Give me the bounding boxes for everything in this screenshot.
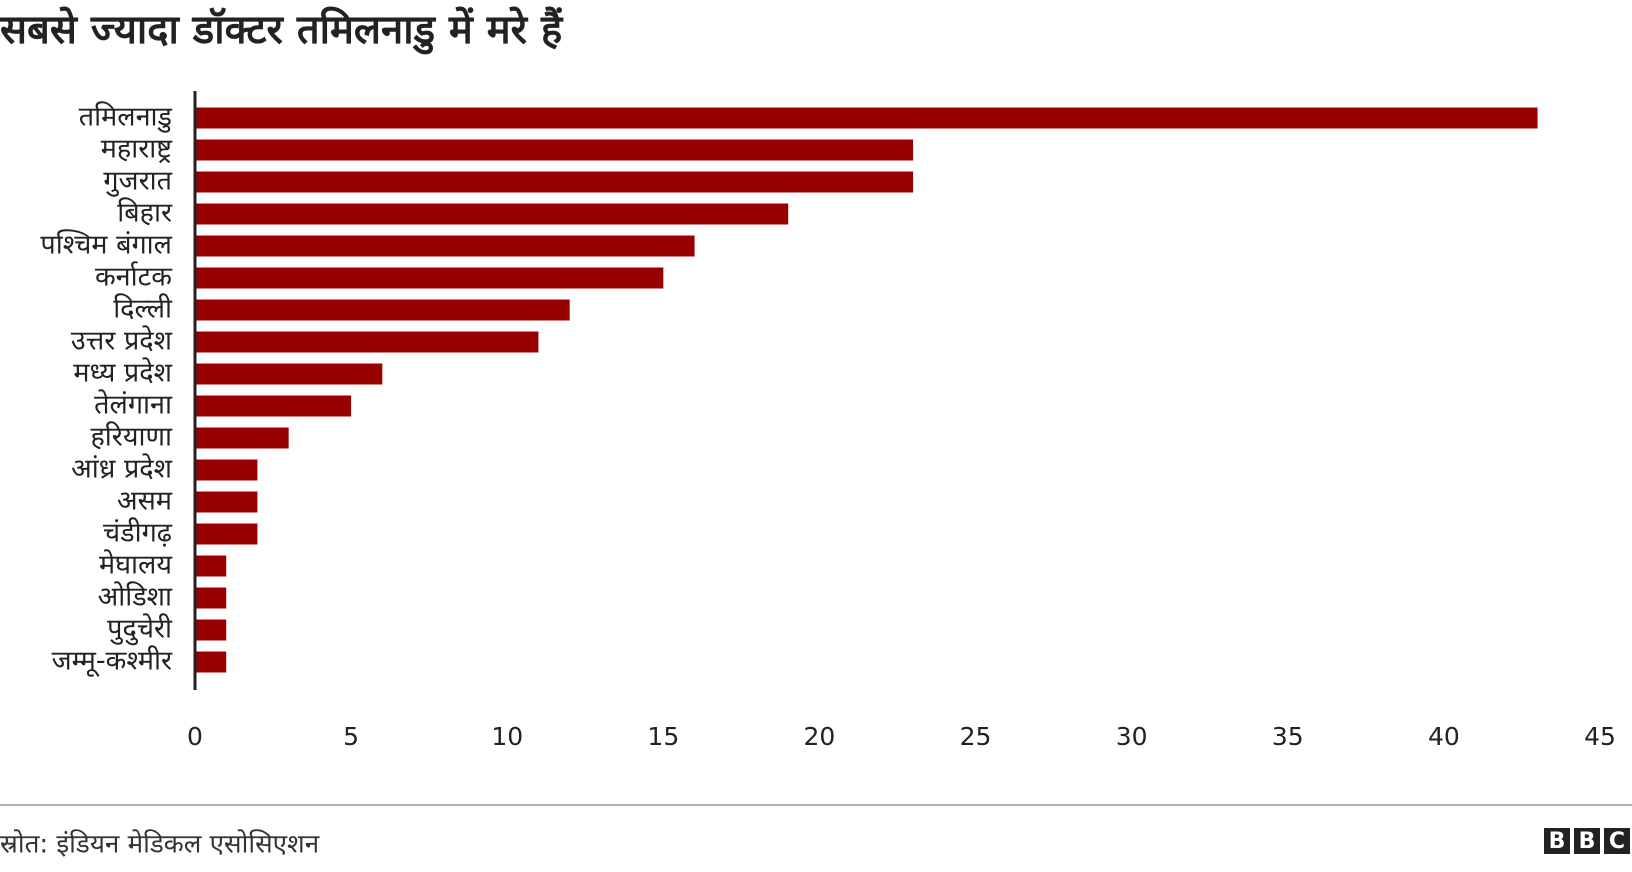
bar: [195, 331, 539, 353]
logo-box: [1604, 828, 1630, 854]
bar: [195, 299, 570, 321]
bar: [195, 203, 789, 225]
x-tick-label: 5: [343, 722, 359, 751]
logo-box: [1574, 828, 1600, 854]
x-tick-label: 35: [1272, 722, 1304, 751]
y-tick-label: गुजरात: [103, 166, 172, 198]
x-tick-label: 45: [1584, 722, 1616, 751]
logo: [1544, 828, 1630, 854]
bar: [195, 651, 227, 673]
bar: [195, 395, 352, 417]
y-tick-label: चंडीगढ़: [103, 517, 173, 549]
y-tick-label: मेघालय: [99, 549, 173, 581]
y-tick-label: तमिलनाडु: [79, 101, 173, 134]
bar: [195, 235, 695, 257]
logo-box: [1544, 828, 1570, 854]
bar: [195, 459, 258, 481]
y-tick-label: कर्नाटक: [95, 261, 173, 293]
x-tick-label: 15: [647, 722, 679, 751]
y-tick-label: दिल्ली: [113, 293, 173, 325]
bar: [195, 555, 227, 577]
y-tick-label: उत्तर प्रदेश: [71, 325, 173, 357]
logo-letter: C: [1609, 829, 1625, 854]
bar: [195, 107, 1538, 129]
chart-title: सबसे ज्यादा डॉक्टर तमिलनाडु में मरे हैं: [0, 6, 564, 55]
y-tick-label: आंध्र प्रदेश: [71, 453, 172, 485]
y-tick-label: पुदुचेरी: [107, 613, 173, 646]
bar: [195, 171, 914, 193]
bar: [195, 619, 227, 641]
x-tick-label: 20: [804, 722, 836, 751]
bar: [195, 139, 914, 161]
bar: [195, 363, 383, 385]
x-tick-label: 30: [1116, 722, 1148, 751]
y-tick-label: असम: [117, 486, 173, 517]
bar: [195, 267, 664, 289]
bar: [195, 523, 258, 545]
bar: [195, 427, 289, 449]
y-tick-label: महाराष्ट्र: [101, 134, 174, 165]
y-tick-label: पश्चिम बंगाल: [40, 229, 172, 261]
logo-letter: B: [1549, 829, 1566, 854]
y-tick-label: मध्य प्रदेश: [73, 357, 172, 389]
x-tick-label: 0: [187, 722, 203, 751]
bar: [195, 587, 227, 609]
x-tick-label: 10: [491, 722, 523, 751]
x-tick-label: 25: [960, 722, 992, 751]
logo-letter: B: [1579, 829, 1596, 854]
y-tick-label: ओडिशा: [98, 581, 173, 613]
y-tick-label: हरियाणा: [90, 421, 173, 453]
y-tick-label: जम्मू-कश्मीर: [52, 645, 173, 678]
y-tick-label: बिहार: [117, 197, 173, 229]
x-tick-label: 40: [1428, 722, 1460, 751]
y-tick-label: तेलंगाना: [94, 389, 173, 421]
source: स्रोत: इंडियन मेडिकल एसोसिएशन: [0, 829, 320, 860]
bar: [195, 491, 258, 513]
